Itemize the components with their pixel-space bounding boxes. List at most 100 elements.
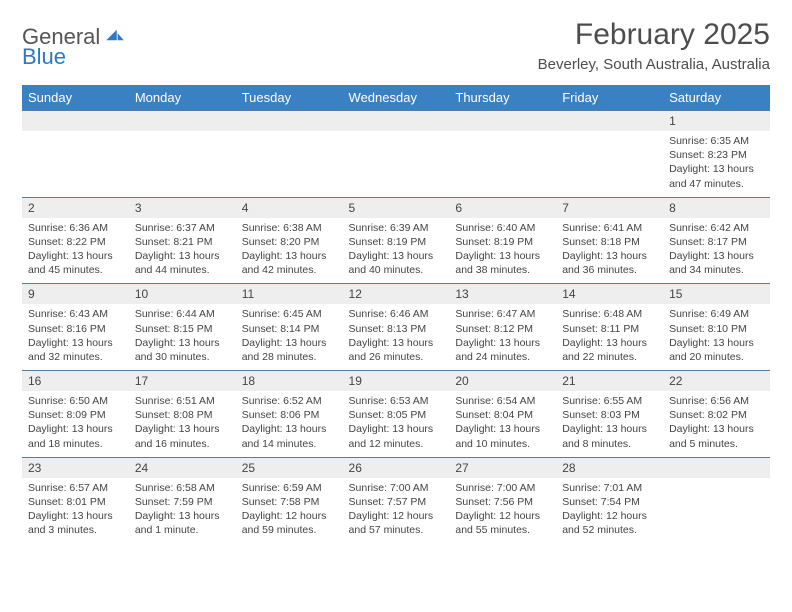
daylight-line: Daylight: 13 hours and 18 minutes. xyxy=(28,422,123,450)
sunrise-line: Sunrise: 6:45 AM xyxy=(242,307,337,321)
day-body: Sunrise: 6:49 AMSunset: 8:10 PMDaylight:… xyxy=(663,304,770,370)
day-number xyxy=(556,110,663,131)
day-wrap xyxy=(236,110,343,188)
daylight-line: Daylight: 13 hours and 38 minutes. xyxy=(455,249,550,277)
day-wrap: 6Sunrise: 6:40 AMSunset: 8:19 PMDaylight… xyxy=(449,197,556,284)
calendar-cell xyxy=(663,457,770,544)
daylight-line: Daylight: 13 hours and 10 minutes. xyxy=(455,422,550,450)
day-number xyxy=(663,457,770,478)
day-number: 26 xyxy=(343,457,450,478)
daylight-line: Daylight: 13 hours and 20 minutes. xyxy=(669,336,764,364)
day-number: 23 xyxy=(22,457,129,478)
calendar-cell: 7Sunrise: 6:41 AMSunset: 8:18 PMDaylight… xyxy=(556,197,663,284)
daylight-line: Daylight: 13 hours and 8 minutes. xyxy=(562,422,657,450)
calendar-cell: 14Sunrise: 6:48 AMSunset: 8:11 PMDayligh… xyxy=(556,283,663,370)
calendar-cell xyxy=(556,110,663,197)
day-body xyxy=(22,131,129,140)
day-wrap: 11Sunrise: 6:45 AMSunset: 8:14 PMDayligh… xyxy=(236,283,343,370)
day-header: Monday xyxy=(129,85,236,110)
day-header-row: SundayMondayTuesdayWednesdayThursdayFrid… xyxy=(22,85,770,110)
day-body: Sunrise: 7:01 AMSunset: 7:54 PMDaylight:… xyxy=(556,478,663,544)
calendar-body: 1Sunrise: 6:35 AMSunset: 8:23 PMDaylight… xyxy=(22,110,770,543)
calendar-cell: 24Sunrise: 6:58 AMSunset: 7:59 PMDayligh… xyxy=(129,457,236,544)
day-wrap: 21Sunrise: 6:55 AMSunset: 8:03 PMDayligh… xyxy=(556,370,663,457)
day-number: 10 xyxy=(129,283,236,304)
day-wrap: 3Sunrise: 6:37 AMSunset: 8:21 PMDaylight… xyxy=(129,197,236,284)
sunrise-line: Sunrise: 6:37 AM xyxy=(135,221,230,235)
sunrise-line: Sunrise: 6:46 AM xyxy=(349,307,444,321)
day-wrap: 8Sunrise: 6:42 AMSunset: 8:17 PMDaylight… xyxy=(663,197,770,284)
day-header: Wednesday xyxy=(343,85,450,110)
calendar-cell: 5Sunrise: 6:39 AMSunset: 8:19 PMDaylight… xyxy=(343,197,450,284)
sunset-line: Sunset: 8:14 PM xyxy=(242,322,337,336)
day-wrap: 16Sunrise: 6:50 AMSunset: 8:09 PMDayligh… xyxy=(22,370,129,457)
day-header: Saturday xyxy=(663,85,770,110)
location: Beverley, South Australia, Australia xyxy=(538,56,770,73)
day-body xyxy=(556,131,663,140)
sunset-line: Sunset: 7:58 PM xyxy=(242,495,337,509)
day-body: Sunrise: 6:48 AMSunset: 8:11 PMDaylight:… xyxy=(556,304,663,370)
day-number: 14 xyxy=(556,283,663,304)
day-header: Friday xyxy=(556,85,663,110)
calendar-cell: 19Sunrise: 6:53 AMSunset: 8:05 PMDayligh… xyxy=(343,370,450,457)
day-number: 22 xyxy=(663,370,770,391)
calendar-cell xyxy=(129,110,236,197)
sunset-line: Sunset: 8:20 PM xyxy=(242,235,337,249)
daylight-line: Daylight: 13 hours and 42 minutes. xyxy=(242,249,337,277)
sunset-line: Sunset: 7:56 PM xyxy=(455,495,550,509)
calendar-cell: 28Sunrise: 7:01 AMSunset: 7:54 PMDayligh… xyxy=(556,457,663,544)
sunset-line: Sunset: 8:10 PM xyxy=(669,322,764,336)
sunrise-line: Sunrise: 7:01 AM xyxy=(562,481,657,495)
daylight-line: Daylight: 13 hours and 26 minutes. xyxy=(349,336,444,364)
day-number xyxy=(22,110,129,131)
daylight-line: Daylight: 13 hours and 12 minutes. xyxy=(349,422,444,450)
sunrise-line: Sunrise: 6:55 AM xyxy=(562,394,657,408)
sunrise-line: Sunrise: 7:00 AM xyxy=(455,481,550,495)
day-wrap: 7Sunrise: 6:41 AMSunset: 8:18 PMDaylight… xyxy=(556,197,663,284)
day-number xyxy=(449,110,556,131)
calendar-cell: 2Sunrise: 6:36 AMSunset: 8:22 PMDaylight… xyxy=(22,197,129,284)
day-wrap: 1Sunrise: 6:35 AMSunset: 8:23 PMDaylight… xyxy=(663,110,770,197)
day-wrap: 13Sunrise: 6:47 AMSunset: 8:12 PMDayligh… xyxy=(449,283,556,370)
day-wrap: 28Sunrise: 7:01 AMSunset: 7:54 PMDayligh… xyxy=(556,457,663,544)
daylight-line: Daylight: 13 hours and 32 minutes. xyxy=(28,336,123,364)
day-number: 19 xyxy=(343,370,450,391)
daylight-line: Daylight: 13 hours and 1 minute. xyxy=(135,509,230,537)
sunrise-line: Sunrise: 6:43 AM xyxy=(28,307,123,321)
day-number: 21 xyxy=(556,370,663,391)
page-root: General February 2025 Beverley, South Au… xyxy=(0,0,792,612)
sunrise-line: Sunrise: 6:53 AM xyxy=(349,394,444,408)
header: General February 2025 Beverley, South Au… xyxy=(22,18,770,79)
sunset-line: Sunset: 8:15 PM xyxy=(135,322,230,336)
calendar-row: 16Sunrise: 6:50 AMSunset: 8:09 PMDayligh… xyxy=(22,370,770,457)
day-number: 18 xyxy=(236,370,343,391)
daylight-line: Daylight: 13 hours and 44 minutes. xyxy=(135,249,230,277)
daylight-line: Daylight: 13 hours and 36 minutes. xyxy=(562,249,657,277)
calendar: SundayMondayTuesdayWednesdayThursdayFrid… xyxy=(22,85,770,543)
day-wrap: 2Sunrise: 6:36 AMSunset: 8:22 PMDaylight… xyxy=(22,197,129,284)
calendar-cell: 16Sunrise: 6:50 AMSunset: 8:09 PMDayligh… xyxy=(22,370,129,457)
sunrise-line: Sunrise: 6:42 AM xyxy=(669,221,764,235)
sunrise-line: Sunrise: 6:47 AM xyxy=(455,307,550,321)
day-header: Thursday xyxy=(449,85,556,110)
sunrise-line: Sunrise: 6:39 AM xyxy=(349,221,444,235)
day-body xyxy=(236,131,343,140)
day-wrap: 24Sunrise: 6:58 AMSunset: 7:59 PMDayligh… xyxy=(129,457,236,544)
sunrise-line: Sunrise: 6:54 AM xyxy=(455,394,550,408)
day-number: 1 xyxy=(663,110,770,131)
day-wrap xyxy=(663,457,770,535)
calendar-cell: 6Sunrise: 6:40 AMSunset: 8:19 PMDaylight… xyxy=(449,197,556,284)
day-number: 9 xyxy=(22,283,129,304)
day-number: 16 xyxy=(22,370,129,391)
sunrise-line: Sunrise: 6:50 AM xyxy=(28,394,123,408)
sunset-line: Sunset: 7:59 PM xyxy=(135,495,230,509)
day-number xyxy=(343,110,450,131)
daylight-line: Daylight: 13 hours and 5 minutes. xyxy=(669,422,764,450)
day-wrap: 27Sunrise: 7:00 AMSunset: 7:56 PMDayligh… xyxy=(449,457,556,544)
sunrise-line: Sunrise: 6:35 AM xyxy=(669,134,764,148)
daylight-line: Daylight: 12 hours and 59 minutes. xyxy=(242,509,337,537)
daylight-line: Daylight: 13 hours and 14 minutes. xyxy=(242,422,337,450)
sunset-line: Sunset: 8:11 PM xyxy=(562,322,657,336)
sunrise-line: Sunrise: 6:44 AM xyxy=(135,307,230,321)
day-number: 20 xyxy=(449,370,556,391)
